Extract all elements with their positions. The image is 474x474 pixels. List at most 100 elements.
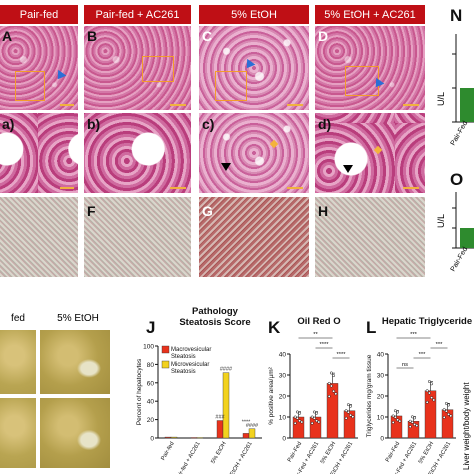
data-point (310, 421, 314, 425)
x-tick-label: Pair-Fed (287, 441, 303, 463)
data-point (315, 419, 319, 423)
data-point (293, 415, 297, 419)
legend-label: Steatosis (171, 354, 196, 360)
chart-n-fragment (452, 34, 474, 123)
data-point (310, 415, 314, 419)
significance-label: ns (402, 362, 408, 368)
significance-label: #### (220, 367, 233, 373)
significance-label: *** (410, 332, 418, 338)
data-point (329, 371, 333, 375)
lower-header-fed: fed (11, 313, 25, 324)
data-point (447, 412, 451, 416)
y-tick-label: 40 (279, 352, 287, 359)
arrow-marker (242, 58, 256, 72)
y-tick-label: 30 (279, 373, 287, 380)
significance-label: ### (215, 415, 225, 421)
chart-l: 0 10 20 30 40 Triglycerides mg/gram tissue ns *… (366, 332, 456, 474)
data-point (427, 380, 431, 383)
data-point (425, 400, 429, 404)
data-point (298, 411, 302, 415)
x-tick-label: Pair-fed (160, 441, 175, 462)
y-axis-label: % positive area/µm² (268, 366, 275, 424)
significance-label: **** (319, 342, 329, 348)
y-tick-label: 20 (377, 394, 385, 401)
bar-microvesicular (248, 428, 256, 439)
micrograph-d: D (315, 26, 425, 110)
header-pair-fed-ac261: Pair-fed + AC261 (84, 5, 191, 24)
bar-microvesicular (196, 437, 204, 439)
panel-label: d) (318, 116, 332, 132)
bar (407, 420, 420, 439)
data-point (408, 425, 412, 429)
data-point (396, 418, 400, 422)
y-tick-label: 20 (147, 417, 155, 424)
data-point (312, 416, 316, 420)
data-point (327, 381, 331, 385)
data-point (295, 416, 299, 420)
data-point (332, 389, 336, 393)
y-tick-label: 40 (147, 399, 155, 406)
zoom-box (345, 66, 379, 96)
oil-red-micrograph-3 (0, 398, 36, 468)
data-point (410, 415, 414, 419)
y-label-o: U/L (436, 213, 447, 229)
panel-label: F (87, 203, 96, 219)
data-point (346, 403, 350, 407)
y-tick-label: 40 (377, 352, 385, 359)
micrograph-e (0, 197, 78, 277)
significance-label: #### (246, 423, 259, 429)
y-tick-label: 30 (377, 373, 385, 380)
header-etoh: 5% EtOH (199, 5, 309, 24)
y-tick-label: 0 (380, 436, 384, 443)
x-tick-label: 5% EtOH (210, 441, 227, 465)
data-point (393, 415, 397, 419)
zoom-box (15, 71, 45, 101)
data-point (410, 420, 414, 424)
data-point (312, 410, 316, 414)
data-point (344, 416, 348, 420)
legend-swatch (161, 345, 170, 354)
bar-microvesicular (222, 372, 230, 439)
y-tick-label: 80 (147, 362, 155, 369)
data-point (430, 396, 434, 400)
x-tick-label: Pair-Fed (385, 441, 401, 463)
significance-label: *** (436, 342, 444, 348)
micrograph-g: G (199, 197, 309, 277)
data-point (442, 415, 446, 419)
bar-macrovesicular (164, 436, 172, 439)
panel-label-j: J (146, 318, 156, 337)
x-tick-label: 5% EtOH (418, 441, 435, 465)
panel-label: C (202, 28, 213, 44)
legend-label: Macrovesicular (171, 347, 211, 353)
data-point (344, 409, 348, 413)
panel-label: c) (202, 116, 215, 132)
scale-bar (60, 104, 74, 106)
oil-red-micrograph-2 (40, 330, 110, 394)
micrograph-b-zoom: b) (84, 113, 191, 193)
significance-label: **** (336, 352, 346, 358)
panel-label: H (318, 203, 329, 219)
panel-label-o: O (450, 170, 464, 189)
bar-microvesicular (170, 436, 178, 439)
legend-swatch (161, 360, 170, 369)
data-point (346, 410, 350, 414)
data-point (432, 398, 436, 402)
lower-header-etoh: 5% EtOH (57, 313, 99, 324)
star-marker (373, 145, 383, 155)
chart-o-fragment (452, 192, 474, 249)
panel-label: b) (87, 116, 101, 132)
header-etoh-ac261: 5% EtOH + AC261 (315, 5, 425, 24)
panel-label: A (2, 28, 13, 44)
data-point (430, 382, 434, 386)
data-point (349, 404, 353, 408)
data-point (391, 421, 395, 424)
chart-j-title: Pathology Steatosis Score (179, 306, 251, 328)
y-axis-label: Triglycerides mg/gram tissue (366, 354, 373, 437)
bar-pair-fed (460, 228, 474, 248)
y-label-n: U/L (436, 91, 447, 107)
panel-label: G (202, 203, 213, 219)
data-point (413, 423, 417, 426)
y-tick-label: 10 (377, 415, 385, 422)
